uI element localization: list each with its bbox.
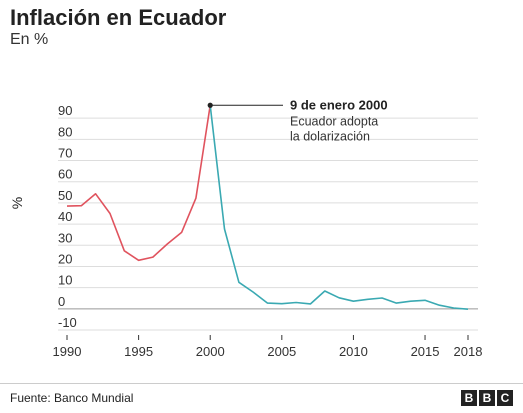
y-tick-label: 50 bbox=[58, 188, 72, 203]
y-tick-label: 80 bbox=[58, 124, 72, 139]
chart-title: Inflación en Ecuador bbox=[10, 5, 227, 30]
annotation-text: Ecuador adopta bbox=[290, 114, 378, 128]
series-line bbox=[209, 105, 469, 310]
x-tick-label: 2000 bbox=[196, 344, 225, 359]
chart-subtitle: En % bbox=[10, 31, 49, 48]
logo-letter: B bbox=[461, 390, 477, 406]
bbc-logo: B B C bbox=[461, 390, 513, 406]
series-line bbox=[66, 105, 211, 262]
annotation-dot bbox=[207, 102, 213, 108]
y-tick-label: 30 bbox=[58, 230, 72, 245]
x-tick-label: 1995 bbox=[124, 344, 153, 359]
y-tick-label: -10 bbox=[58, 315, 77, 330]
x-tick-labels: 1990 1995 2000 2005 2010 2015 2018 bbox=[53, 335, 483, 359]
logo-letter: C bbox=[497, 390, 513, 406]
y-tick-label: 60 bbox=[58, 167, 72, 182]
y-tick-labels: -10 0 10 20 30 40 50 60 70 80 90 bbox=[58, 103, 77, 330]
y-axis-label: % bbox=[9, 197, 25, 209]
y-tick-label: 20 bbox=[58, 251, 72, 266]
y-tick-label: 0 bbox=[58, 294, 65, 309]
x-tick-label: 2018 bbox=[454, 344, 483, 359]
x-tick-label: 2005 bbox=[267, 344, 296, 359]
annotation-title: 9 de enero 2000 bbox=[290, 97, 388, 112]
series-lines bbox=[66, 105, 469, 310]
x-tick-label: 2010 bbox=[339, 344, 368, 359]
y-tick-label: 40 bbox=[58, 209, 72, 224]
x-tick-label: 2015 bbox=[411, 344, 440, 359]
source-note: Fuente: Banco Mundial bbox=[10, 391, 134, 405]
annotation-text: la dolarización bbox=[290, 129, 370, 143]
y-tick-label: 10 bbox=[58, 273, 72, 288]
y-tick-label: 90 bbox=[58, 103, 72, 118]
logo-letter: B bbox=[479, 390, 495, 406]
y-tick-label: 70 bbox=[58, 146, 72, 161]
x-tick-label: 1990 bbox=[53, 344, 82, 359]
grid-lines bbox=[58, 117, 478, 331]
footer-divider bbox=[0, 383, 523, 384]
